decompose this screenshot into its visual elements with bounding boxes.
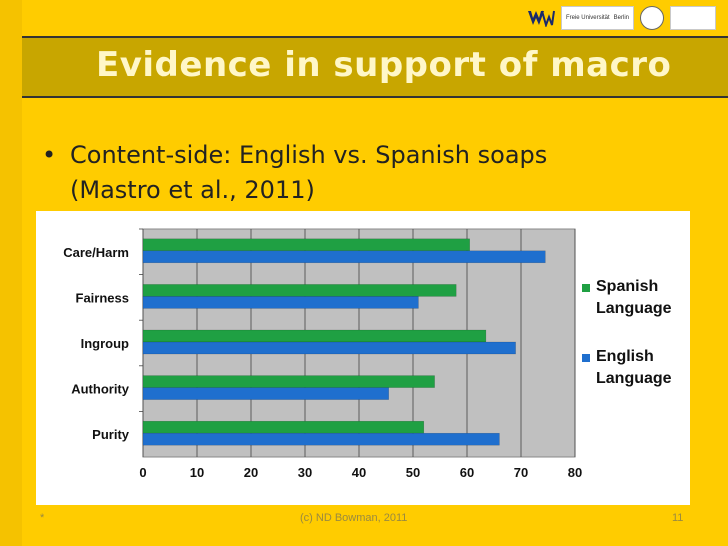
footer-credit: (c) ND Bowman, 2011 <box>300 512 408 524</box>
title-bar <box>22 36 728 98</box>
x-tick-label: 50 <box>406 465 420 480</box>
bar-spanish <box>142 420 425 434</box>
x-tick-label: 0 <box>139 465 146 480</box>
seal-icon <box>640 6 664 30</box>
x-tick-label: 60 <box>460 465 474 480</box>
category-label: Fairness <box>76 290 129 305</box>
x-tick-label: 70 <box>514 465 528 480</box>
x-tick-label: 40 <box>352 465 366 480</box>
wv-logo-icon <box>527 9 555 27</box>
footer-star: * <box>40 512 45 524</box>
bullet-line-1: Content-side: English vs. Spanish soaps <box>70 141 548 169</box>
bar-spanish <box>142 329 487 343</box>
category-label: Care/Harm <box>63 245 129 260</box>
legend-swatch <box>582 284 590 292</box>
fu-berlin-university-text: Freie Universität <box>565 15 610 21</box>
category-label: Purity <box>92 427 130 442</box>
partner-logo <box>670 6 716 30</box>
x-tick-label: 20 <box>244 465 258 480</box>
bar-english <box>142 387 389 400</box>
category-label: Ingroup <box>81 336 129 351</box>
fu-berlin-logo: Freie Universität Berlin <box>560 6 634 30</box>
fu-berlin-city-text: Berlin <box>613 15 629 21</box>
bar-chart: Care/Harm Fairness Ingroup Authority Purity 0… <box>63 228 672 480</box>
header-logos: Freie Universität Berlin <box>527 6 716 30</box>
bar-english <box>142 250 546 264</box>
bullet-item: • Content-side: English vs. Spanish soap… <box>42 138 662 208</box>
slide-title: Evidence in support of macro <box>96 45 672 85</box>
bar-spanish <box>142 284 457 297</box>
left-stripe <box>0 0 22 546</box>
x-tick-label: 30 <box>298 465 312 480</box>
chart-panel: Care/Harm Fairness Ingroup Authority Purity 0… <box>36 211 690 505</box>
footer-page-number: 11 <box>672 512 684 524</box>
bar-english <box>142 296 419 309</box>
legend-label: English Language <box>596 348 672 387</box>
bar-english <box>142 341 516 355</box>
bar-english <box>142 432 500 446</box>
legend-swatch <box>582 354 590 362</box>
bar-spanish <box>142 375 435 388</box>
x-tick-label: 10 <box>190 465 204 480</box>
x-tick-label: 80 <box>568 465 582 480</box>
bar-spanish <box>142 238 470 252</box>
bullet-marker: • <box>42 141 57 169</box>
bullet-line-2: (Mastro et al., 2011) <box>70 176 315 204</box>
category-label: Authority <box>71 382 130 397</box>
legend-label: Spanish Language <box>596 278 672 317</box>
